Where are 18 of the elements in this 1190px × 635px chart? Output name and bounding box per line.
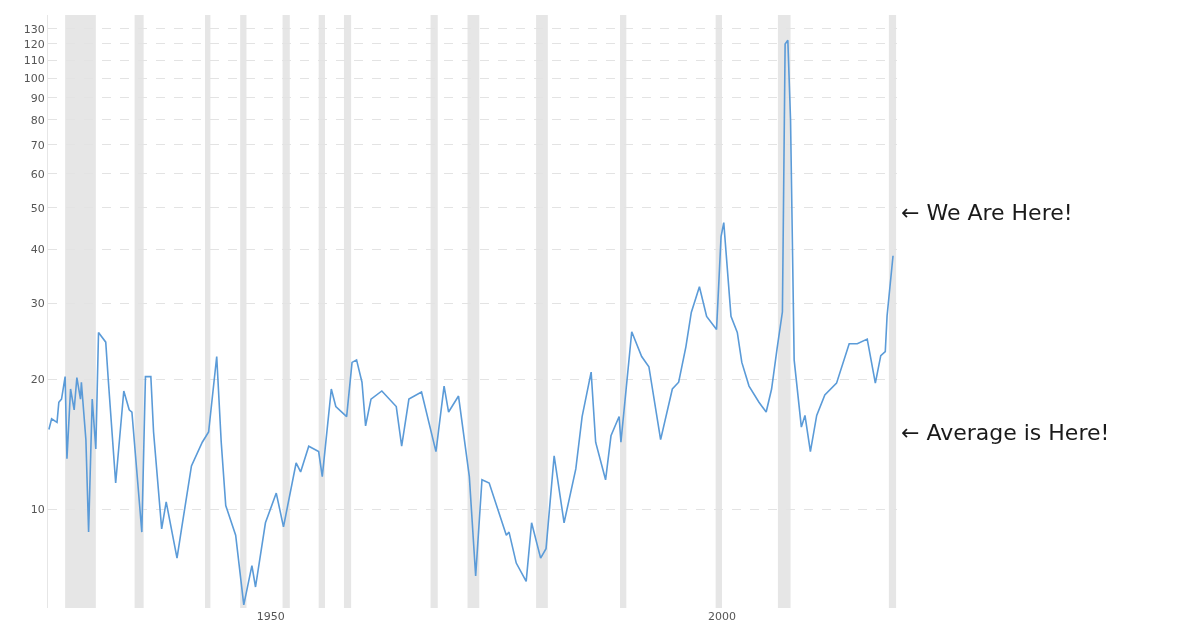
y-tick-label: 60	[30, 167, 45, 181]
x-tick-label: 2000	[707, 610, 736, 623]
y-tick-label: 40	[30, 243, 45, 257]
y-tick-label: 80	[30, 113, 45, 127]
y-tick-label: 100	[23, 71, 45, 85]
annotation: ← We Are Here!	[901, 200, 1073, 225]
y-tick-label: 10	[30, 503, 45, 517]
y-tick-label: 120	[23, 37, 45, 51]
annotation: ← Average is Here!	[901, 420, 1110, 445]
y-tick-label: 90	[30, 91, 45, 105]
x-tick-label: 1950	[256, 610, 285, 623]
line-series	[48, 39, 894, 606]
y-tick-label: 30	[30, 297, 45, 311]
y-tick-label: 110	[23, 54, 45, 68]
y-tick-label: 130	[23, 22, 45, 36]
y-tick-label: 50	[30, 201, 45, 215]
y-tick-label: 20	[30, 373, 45, 387]
y-tick-label: 70	[30, 138, 45, 152]
